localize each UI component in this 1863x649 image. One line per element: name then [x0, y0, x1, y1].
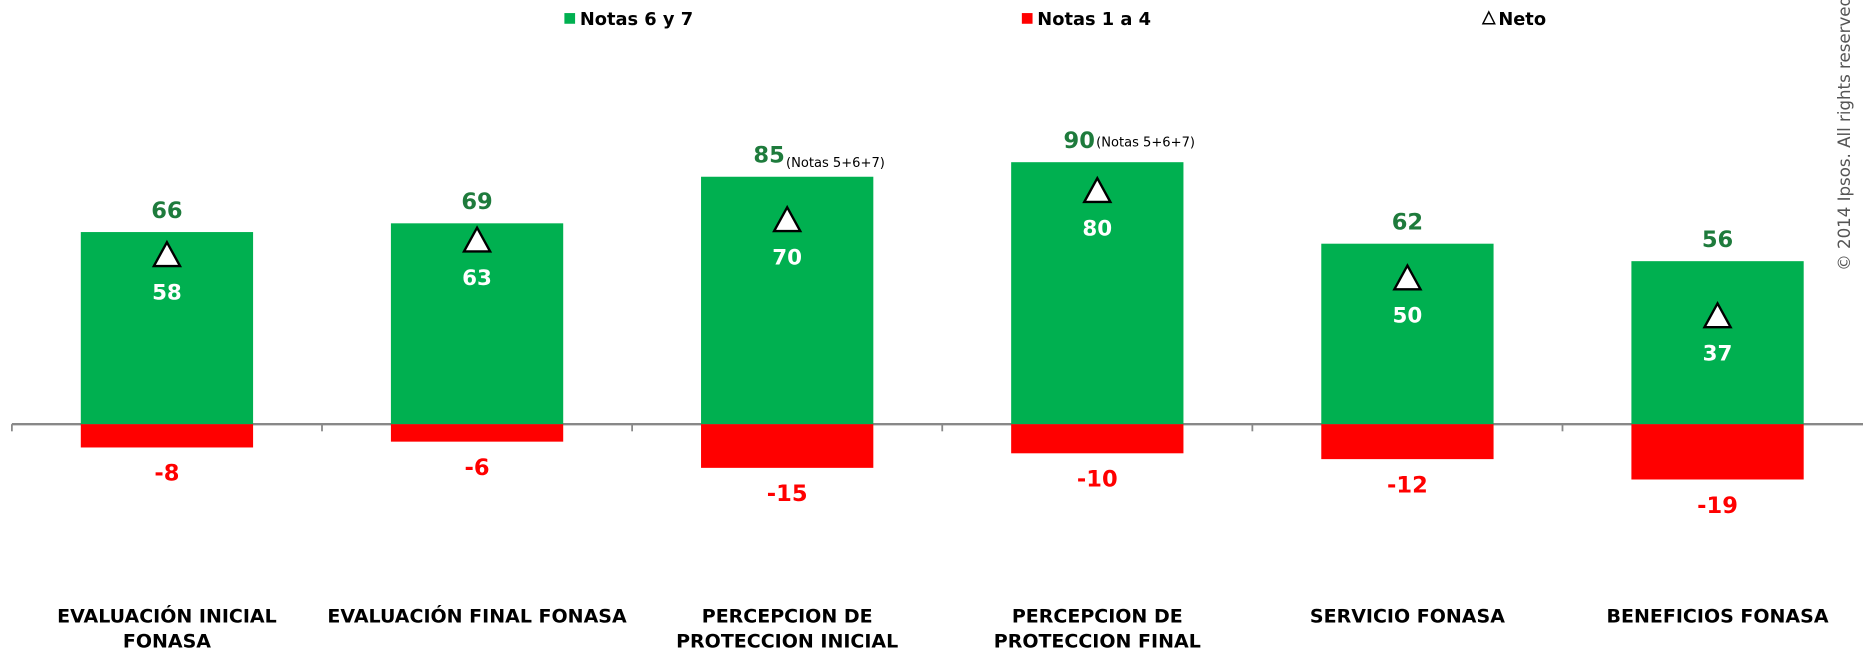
neto-marker — [151, 239, 183, 268]
neto-marker — [772, 204, 803, 233]
x-tick-label-line: PROTECCION INICIAL — [676, 631, 898, 649]
bar — [80, 424, 254, 448]
neto-label: 50 — [1393, 304, 1423, 329]
value-label: 56 — [1702, 227, 1733, 253]
value-label: -6 — [465, 455, 490, 481]
x-tick-label-line: PERCEPCION DE — [702, 606, 873, 628]
value-label: 85 — [753, 142, 784, 168]
copyright: © 2014 Ipsos. All rights reserved. — [1835, 0, 1854, 271]
value-label: -12 — [1387, 472, 1428, 498]
neto-label: 58 — [152, 280, 182, 305]
value-label: -19 — [1697, 493, 1738, 519]
neto-marker — [1702, 300, 1733, 329]
legend-label: Notas 1 a 4 — [1037, 9, 1151, 30]
bar — [701, 424, 874, 468]
value-label: 62 — [1392, 209, 1423, 235]
x-tick-label: BENEFICIOS FONASA — [1607, 606, 1829, 628]
value-label: -10 — [1077, 467, 1118, 493]
legend-marker — [564, 13, 576, 24]
x-tick-label-line: PROTECCION FINAL — [994, 631, 1201, 649]
x-tick-label: EVALUACIÓN FINAL FONASA — [327, 604, 627, 628]
x-tick-label: SERVICIO FONASA — [1310, 606, 1505, 628]
legend-label: Notas 6 y 7 — [580, 9, 693, 30]
x-tick-label-line: EVALUACIÓN FINAL FONASA — [327, 604, 627, 628]
annotation: (Notas 5+6+7) — [1096, 136, 1195, 151]
value-label: 66 — [151, 198, 182, 224]
annotation: (Notas 5+6+7) — [786, 156, 885, 171]
bar — [390, 223, 564, 425]
bar — [1631, 424, 1804, 480]
neto-marker — [1082, 175, 1113, 204]
x-tick-label: PERCEPCION DE PROTECCION FINAL — [994, 606, 1201, 649]
legend-label: Neto — [1498, 9, 1546, 30]
bar — [1011, 424, 1184, 454]
value-label: 90 — [1064, 128, 1095, 154]
neto-marker — [461, 225, 493, 253]
x-tick-label-line: EVALUACIÓN INICIAL — [57, 604, 277, 628]
x-tick-label-line: SERVICIO FONASA — [1310, 606, 1505, 628]
value-label: -15 — [767, 481, 808, 507]
plot: Notas 6 y 7 Notas 1 a 4 Neto 66 -8 58 EVALUACI… — [10, 0, 1863, 649]
neto-marker — [1392, 263, 1423, 291]
neto-label: 37 — [1703, 341, 1733, 366]
neto-label: 63 — [462, 266, 492, 291]
bar — [390, 424, 564, 442]
x-tick-label-line: BENEFICIOS FONASA — [1607, 606, 1829, 628]
value-label: -8 — [154, 461, 179, 487]
bar — [1321, 424, 1494, 460]
legend-marker — [1481, 10, 1496, 25]
x-tick-label-line: PERCEPCION DE — [1012, 606, 1183, 628]
x-tick-label: EVALUACIÓN INICIAL FONASA — [57, 604, 277, 649]
x-tick-label-line: FONASA — [123, 631, 211, 649]
x-tick-label: PERCEPCION DE PROTECCION INICIAL — [676, 606, 898, 649]
neto-label: 80 — [1082, 216, 1112, 241]
value-label: 69 — [461, 189, 492, 215]
bar — [1011, 162, 1184, 425]
legend-marker — [1021, 13, 1033, 24]
neto-label: 70 — [772, 245, 802, 270]
bar — [1631, 261, 1804, 425]
